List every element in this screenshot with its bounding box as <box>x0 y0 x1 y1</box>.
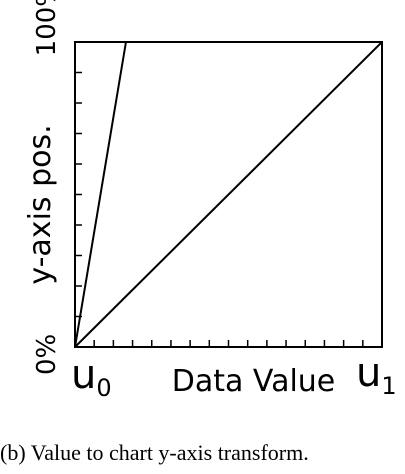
series-line-2 <box>74 41 383 348</box>
axis-ticks <box>75 71 364 347</box>
x-tick-label-u0: u0 <box>71 352 112 402</box>
x-tick-u0-sub: 0 <box>96 374 111 402</box>
series-lines <box>74 41 383 348</box>
y-tick-label-0: 0% <box>32 334 62 375</box>
x-tick-u0-base: u <box>71 352 96 398</box>
figure-caption: (b) Value to chart y-axis transform. <box>0 440 309 465</box>
x-tick-u1-sub: 1 <box>381 372 396 400</box>
series-line-1 <box>74 41 127 348</box>
x-tick-u1-base: u <box>356 350 381 396</box>
y-axis-label: y-axis pos. <box>23 124 58 284</box>
chart: y-axis pos. 100% 0% Data Value u0 u1 <box>23 0 397 402</box>
x-tick-label-u1: u1 <box>356 350 397 400</box>
x-axis-label: Data Value <box>172 364 336 399</box>
y-tick-label-100: 100% <box>32 0 62 56</box>
